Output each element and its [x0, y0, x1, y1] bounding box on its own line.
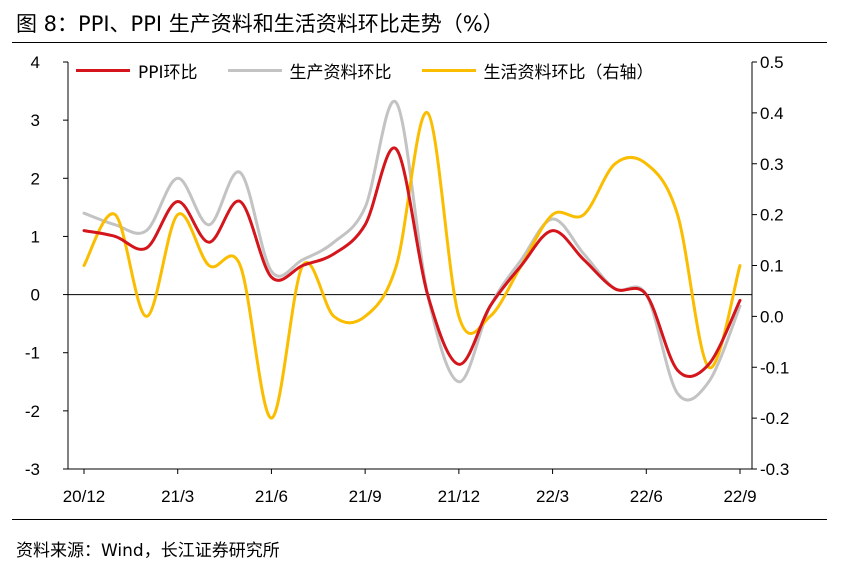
- series-line-living: [82, 111, 742, 420]
- chart-axes: [63, 61, 757, 474]
- left-tick-label: 2: [31, 169, 40, 188]
- left-tick-label: -2: [25, 402, 40, 421]
- legend-label-production: 生产资料环比: [289, 63, 392, 83]
- right-tick-label: -0.3: [760, 460, 789, 479]
- right-tick-label: 0.3: [760, 155, 784, 174]
- x-tick-label: 21/9: [349, 487, 382, 506]
- left-tick-label: 1: [31, 227, 40, 246]
- right-tick-label: 0.5: [760, 53, 784, 72]
- chart-tick-labels: 4 3 2 1 0 -1 -2 -3 0.5 0.4 0.3 0.2 0.1 0.0 -0.1 -0.2 -0.…: [25, 53, 789, 506]
- legend-swatch-production: [227, 69, 282, 72]
- figure-title: 图 8：PPI、PPI 生产资料和生活资料环比走势（%）: [16, 12, 504, 36]
- legend-label-living: 生活资料环比（右轴）: [483, 63, 654, 83]
- legend-item-production: 生产资料环比: [227, 58, 392, 83]
- legend-label-ppi: PPI环比: [138, 63, 198, 83]
- bottom-rule: [12, 519, 827, 520]
- x-tick-label: 22/3: [536, 487, 569, 506]
- series-line-ppi: [82, 146, 742, 379]
- legend-swatch-living: [421, 69, 476, 72]
- x-tick-label: 22/6: [630, 487, 663, 506]
- x-tick-label: 20/12: [63, 487, 106, 506]
- legend-item-living: 生活资料环比（右轴）: [421, 58, 654, 83]
- line-chart: 4 3 2 1 0 -1 -2 -3 0.5 0.4 0.3 0.2 0.1 0.0 -0.1 -0.2 -0.…: [25, 53, 789, 506]
- top-rule: [12, 42, 827, 43]
- x-tick-label: 21/6: [255, 487, 288, 506]
- left-tick-label: -1: [25, 344, 40, 363]
- left-tick-label: -3: [25, 460, 40, 479]
- left-tick-label: 0: [31, 286, 40, 305]
- left-tick-label: 3: [31, 111, 40, 130]
- right-tick-label: 0.2: [760, 206, 784, 225]
- right-tick-label: 0.0: [760, 307, 784, 326]
- chart-legend: PPI环比 生产资料环比 生活资料环比（右轴）: [76, 58, 684, 83]
- right-tick-label: 0.1: [760, 257, 784, 276]
- legend-swatch-ppi: [76, 69, 130, 72]
- x-tick-label: 22/9: [723, 487, 756, 506]
- chart-series: [82, 99, 742, 420]
- right-tick-label: -0.2: [760, 409, 789, 428]
- right-tick-label: -0.1: [760, 358, 789, 377]
- x-tick-label: 21/3: [161, 487, 194, 506]
- left-tick-label: 4: [31, 53, 40, 72]
- x-tick-label: 21/12: [438, 487, 481, 506]
- right-tick-label: 0.4: [760, 104, 784, 123]
- legend-item-ppi: PPI环比: [76, 58, 198, 83]
- series-line-production: [82, 99, 742, 402]
- source-note: 资料来源：Wind，长江证券研究所: [16, 541, 280, 561]
